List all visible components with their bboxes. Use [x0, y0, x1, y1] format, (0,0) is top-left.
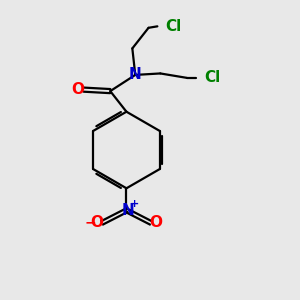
Text: O: O [71, 82, 84, 97]
Text: N: N [122, 203, 134, 218]
Text: Cl: Cl [166, 19, 182, 34]
Text: +: + [130, 200, 139, 209]
Text: O: O [149, 215, 162, 230]
Text: N: N [129, 68, 142, 82]
Text: Cl: Cl [204, 70, 220, 86]
Text: −: − [84, 216, 96, 230]
Text: O: O [91, 215, 103, 230]
